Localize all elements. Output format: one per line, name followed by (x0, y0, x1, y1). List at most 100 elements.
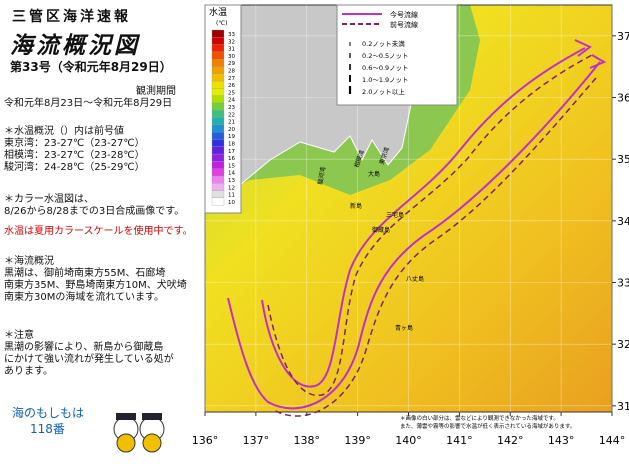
scale-swatch (211, 73, 225, 82)
scale-label: 32 (228, 39, 235, 45)
legend-label: 前号流線 (390, 20, 418, 29)
scale-swatch (211, 29, 225, 38)
scale-swatch (211, 44, 225, 53)
legend-label: 0.6～0.9ノット (362, 64, 409, 72)
scale-swatch (211, 132, 225, 140)
note-box (395, 413, 612, 431)
period-label: 観測期間 (136, 86, 176, 97)
scale-label: 23 (228, 105, 235, 111)
section-heading: ＊海流概況 (4, 256, 54, 267)
scale-swatch (211, 153, 225, 162)
x-tick-label: 141° (446, 434, 473, 447)
subtitle: 海流概況図 (10, 33, 140, 59)
legend-label: 今号流線 (390, 10, 418, 19)
place-label: 新島 (350, 202, 362, 210)
scale-swatch (211, 175, 225, 184)
temperature: ＊水温概況（）内は前号値 東京湾：23-27℃（23-27℃） 相模湾：23-2… (4, 126, 145, 174)
period: 令和元年8月23日～令和元年8月29日 (4, 98, 173, 109)
scale-swatch (211, 161, 225, 169)
text-line: 駿河湾：24-28℃（25-29℃） (4, 162, 145, 173)
scale-label: 33 (228, 32, 235, 38)
x-tick-label: 137° (243, 434, 270, 447)
scale-swatch (211, 95, 225, 104)
mascots (113, 413, 165, 453)
place-label: 青ヶ島 (395, 324, 413, 332)
scale-label: 10 (228, 200, 235, 206)
y-tick-label: 32 (617, 338, 629, 351)
scale-label: 18 (228, 142, 235, 148)
y-tick-label: 31 (617, 400, 629, 413)
current-arrow (574, 39, 607, 69)
scale-label: 13 (228, 178, 235, 184)
image-note: ＊カラー水温図は、 8/26から8/28までの3日合成画像です。 水温は夏用カラ… (4, 194, 193, 238)
scale-swatch (211, 110, 225, 118)
x-tick-label: 143° (548, 434, 575, 447)
scale-label: 17 (228, 149, 235, 155)
scale-swatch (211, 183, 225, 191)
hotline: 海のもしもは (12, 406, 85, 420)
scale-label: 31 (228, 47, 235, 53)
place-label: 大島 (368, 170, 380, 178)
hotline-number: 118番 (30, 422, 65, 436)
text-line: 南東方30Mの海域を流れています。 (4, 292, 165, 303)
issue: 第33号（令和元年8月29日） (10, 60, 172, 74)
x-tick-label: 142° (497, 434, 524, 447)
current: ＊海流概況 黒潮は、御前埼南東方55M、石廊埼 南東方35M、野島埼南東方10M… (4, 256, 187, 304)
y-tick-label: 33 (617, 277, 629, 290)
scale-label: 26 (228, 83, 235, 89)
title: 三管区海洋速報 (12, 9, 131, 25)
notice: 水温は夏用カラースケールを使用中です。 (4, 226, 193, 237)
text-line: 黒潮は、御前埼南東方55M、石廊埼 (4, 268, 166, 279)
place-label: 駿河湾 (316, 166, 327, 185)
scale-label: 21 (228, 120, 235, 126)
scale-swatch (211, 197, 225, 206)
scale-label: 28 (228, 69, 235, 75)
scale-swatch (211, 102, 225, 111)
place-label: 三宅島 (386, 211, 404, 219)
scale-swatch (211, 124, 225, 133)
y-tick-label: 34 (617, 215, 629, 228)
scale-swatch (211, 88, 225, 96)
text-line: 相模湾：23-27℃（23-28℃） (4, 150, 145, 161)
legend-label: 0.2～0.5ノット (362, 52, 409, 60)
section-heading: ＊水温概況（）内は前号値 (4, 126, 124, 137)
text-line: あります。 (4, 366, 53, 377)
scale-label: 12 (228, 185, 235, 191)
scale-label: 24 (228, 98, 235, 104)
y-tick-label: 37 (617, 30, 629, 43)
scale-swatch (211, 190, 225, 199)
scale-title: 水温 (209, 6, 227, 18)
scale-label: 20 (228, 127, 235, 133)
legend-label: 0.2ノット未満 (362, 39, 405, 48)
text-line: にかけて強い流れが発生している処が (4, 354, 174, 365)
map-note: ＊画像の白い部分は、雲などにより観測できなかった海域です。 (400, 414, 559, 422)
x-tick-label: 136° (192, 434, 219, 447)
scale-swatch (211, 168, 225, 177)
place-label: 御蔵島 (372, 226, 390, 234)
scale-swatch (211, 37, 225, 45)
section-heading: ＊カラー水温図は、 (4, 194, 94, 205)
scale-label: 29 (228, 61, 235, 67)
x-tick-label: 140° (395, 434, 422, 447)
scale-label: 25 (228, 90, 235, 96)
y-tick-label: 35 (617, 153, 629, 166)
scale-swatch (211, 59, 225, 67)
scale-label: 11 (228, 193, 235, 199)
y-tick-label: 36 (617, 92, 629, 105)
scale-unit: (℃) (216, 20, 227, 27)
scale-swatch (211, 51, 225, 60)
scale-label: 19 (228, 134, 235, 140)
scale-swatch (211, 146, 225, 155)
text-line: 東京湾：23-27℃（23-27℃） (4, 138, 145, 149)
current-line (227, 61, 601, 410)
x-tick-label: 144° (599, 434, 626, 447)
scale-swatch (211, 66, 225, 74)
scale-swatch (211, 139, 225, 147)
legend-box (336, 4, 458, 106)
scale-swatch (211, 117, 225, 126)
current-line (261, 47, 586, 388)
text-line: 南東方35M、野島埼南東方10M、犬吠埼 (4, 280, 187, 291)
scale-label: 22 (228, 112, 235, 118)
